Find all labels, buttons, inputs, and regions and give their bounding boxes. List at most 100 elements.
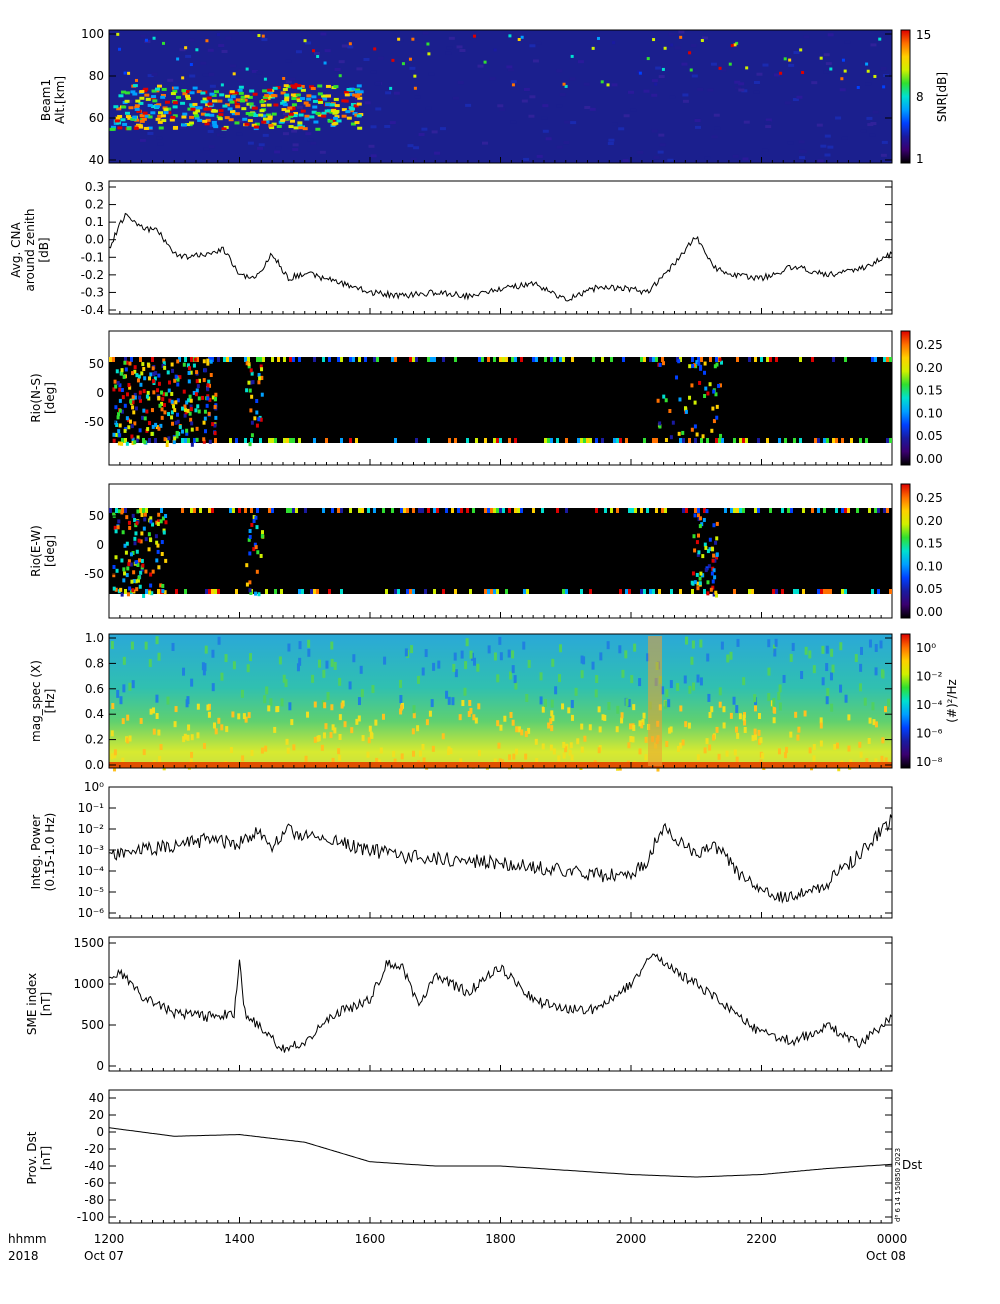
mag-spec-cell: [441, 733, 445, 740]
rio-ns-cell: [292, 357, 295, 362]
mag-spec-cell: [669, 726, 673, 733]
mag-spec-cell: [203, 663, 207, 672]
snr-cell: [630, 108, 637, 112]
rio-ns-cell: [643, 357, 646, 362]
snr-cell: [173, 125, 179, 129]
snr-cell: [506, 65, 513, 69]
snr-cell: [865, 62, 869, 66]
snr-cell: [357, 96, 363, 100]
snr-cell: [870, 121, 877, 125]
snr-cell: [300, 109, 306, 113]
mag-spec-cell: [340, 702, 344, 709]
mag-spec-ytick-label: 0.6: [85, 682, 104, 696]
snr-cell: [209, 84, 216, 88]
mag-spec-cell: [217, 717, 221, 724]
snr-cell: [674, 46, 681, 50]
snr-cell: [779, 71, 783, 75]
mag-spec-cell: [568, 749, 572, 756]
mag-spec-cell: [858, 683, 862, 692]
rio-ns-cell: [499, 357, 502, 362]
snr-cell: [728, 62, 732, 66]
mag-spec-cell: [598, 726, 602, 733]
mag-spec-cell: [603, 714, 607, 721]
rio-ew-cell: [775, 589, 778, 594]
snr-cell: [691, 74, 698, 78]
snr-cell: [562, 82, 566, 86]
snr-cell: [535, 41, 542, 45]
mag-spec-cell: [549, 744, 553, 751]
snr-cell: [194, 116, 200, 120]
rio-ew-cell: [640, 508, 643, 513]
rio-ns-cell: [832, 438, 835, 443]
rio-ns-cell: [412, 357, 415, 362]
snr-cell: [295, 50, 302, 54]
rio-ns-cell: [183, 404, 187, 409]
snr-cell: [262, 89, 268, 93]
rio-ns-cell: [256, 357, 259, 362]
snr-cell: [623, 114, 630, 118]
rio-ew-cell: [562, 589, 565, 594]
mag-spec-colorbar: [900, 633, 911, 769]
mag-spec-cell: [498, 758, 502, 765]
snr-cell: [825, 62, 832, 66]
rio-ew-cell: [129, 552, 133, 557]
mag-spec-cell: [800, 670, 804, 679]
snr-cell: [408, 57, 412, 61]
rio-ew-cell: [874, 508, 877, 513]
rio-ns-cell: [133, 395, 137, 400]
rio-ns-cell: [718, 383, 722, 388]
mag-spec-cell: [155, 636, 159, 645]
snr-cell: [756, 72, 763, 76]
rio-ns-cell: [189, 407, 193, 412]
mag-spec-cell: [275, 706, 279, 713]
rio-ns-cell: [601, 357, 604, 362]
rio-ns-cell: [112, 387, 116, 392]
snr-cell: [180, 125, 187, 129]
mag-spec-cell: [186, 734, 190, 741]
mag-spec-cell: [511, 665, 515, 674]
snr-cell: [314, 51, 321, 55]
rio-ns-cell: [176, 382, 180, 387]
snr-cell: [364, 101, 371, 105]
mag-spec-cell: [829, 672, 833, 681]
rio-ew-cell: [682, 508, 685, 513]
rio-ns-cell: [176, 398, 180, 403]
rio-ns-cell: [173, 378, 177, 383]
rio-ns-cell: [271, 357, 274, 362]
rio-ns-cell: [328, 357, 331, 362]
snr-cell: [670, 43, 674, 47]
cna-ylabel-1: Avg. CNA: [9, 222, 23, 278]
rio-ns-cell: [138, 390, 142, 395]
snr-cell: [288, 114, 294, 118]
mag-spec-cell: [515, 748, 519, 755]
snr-cell: [282, 76, 286, 80]
snr-cbar-label: SNR[dB]: [935, 72, 949, 122]
rio-ns-colorbar: [900, 330, 911, 466]
snr-cell: [689, 68, 693, 72]
rio-ew-cell: [125, 573, 129, 578]
rio-ew-cell: [121, 530, 125, 535]
snr-cell: [224, 103, 230, 107]
rio-ns-cell: [166, 438, 169, 443]
rio-ns-cell: [694, 438, 697, 443]
rio-ns-cell: [163, 410, 167, 415]
rio-ns-cell: [616, 438, 619, 443]
rio-ns-cell: [137, 374, 141, 379]
rio-ns-cell: [133, 440, 137, 445]
snr-cell: [189, 74, 196, 78]
rio-ew-cell: [817, 508, 820, 513]
snr-cell: [208, 145, 215, 149]
rio-ns-cell: [664, 398, 668, 403]
snr-cell: [298, 113, 304, 117]
rio-ns-cell: [257, 372, 261, 377]
rio-ew-cell: [696, 552, 700, 557]
rio-ns-cell: [109, 357, 112, 362]
snr-cell: [667, 158, 674, 162]
rio-ns-cell: [678, 397, 682, 402]
rio-ew-cell: [149, 519, 153, 524]
snr-cell: [233, 91, 239, 95]
snr-cell: [694, 118, 701, 122]
rio-ns-cell: [162, 392, 166, 397]
rio-ew-cell: [646, 508, 649, 513]
